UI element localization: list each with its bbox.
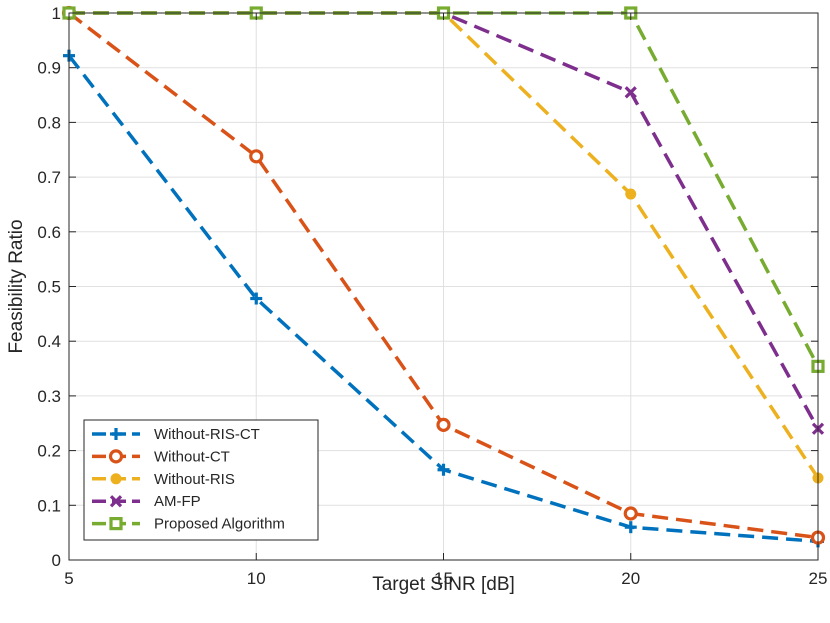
legend-box	[83, 419, 319, 541]
y-tick-label: 0.3	[37, 387, 61, 406]
marker-x-b	[109, 495, 123, 508]
legend-marker-am-fp	[109, 495, 123, 508]
legend-label-without-ris: Without-RIS	[154, 471, 235, 488]
legend-marker-proposed-algorithm	[109, 516, 123, 531]
y-tick-label: 0	[52, 551, 61, 570]
data-point-without-ris-ct	[250, 292, 263, 305]
legend-entry-without-ris-ct: Without-RIS-CT	[92, 426, 260, 443]
x-tick-label: 20	[621, 569, 640, 588]
data-point-without-ris-ct	[437, 463, 450, 476]
legend-entry-am-fp: AM-FP	[92, 493, 201, 510]
data-point-am-fp	[624, 86, 637, 99]
legend-entry-proposed-algorithm: Proposed Algorithm	[92, 516, 285, 533]
x-axis-label: Target SINR [dB]	[372, 574, 515, 595]
legend-label-am-fp: AM-FP	[154, 493, 201, 510]
legend-marker-without-ct	[108, 449, 124, 464]
y-tick-label: 0.4	[37, 332, 61, 351]
legend-entry-without-ris: Without-RIS	[92, 471, 235, 488]
y-tick-label: 0.9	[37, 59, 61, 78]
y-tick-label: 0.6	[37, 223, 61, 242]
legend-label-without-ct: Without-CT	[154, 448, 230, 465]
y-tick-label: 0.2	[37, 442, 61, 461]
x-tick-label: 10	[247, 569, 266, 588]
marker-x-b	[624, 86, 637, 99]
x-tick-label: 25	[809, 569, 828, 588]
x-tick-label: 15	[434, 569, 453, 588]
marker-square	[109, 516, 123, 531]
y-tick-label: 0.1	[37, 496, 61, 515]
marker-circle	[436, 417, 451, 432]
axis-ticks: 5 10 15 20 25 0 0.1 0.2 0.3 0.4 0.5 0.6 0.7 0.8 0.9 1	[37, 4, 827, 588]
y-tick-label: 0.7	[37, 168, 61, 187]
marker-circle	[249, 149, 264, 164]
y-tick-label: 1	[52, 4, 61, 23]
legend-marker-without-ris-ct	[110, 428, 122, 440]
legend-entry-without-ct: Without-CT	[92, 448, 230, 465]
data-point-without-ris-ct	[624, 521, 637, 534]
data-point-without-ris	[625, 188, 637, 200]
marker-dot	[625, 188, 637, 200]
marker-circle	[108, 449, 124, 464]
legend: Without-RIS-CT Without-CT Without-RIS AM-FP…	[83, 419, 319, 541]
marker-circle	[623, 506, 638, 521]
y-tick-label: 0.8	[37, 113, 61, 132]
data-point-without-ct	[249, 149, 264, 164]
data-point-without-ct	[623, 506, 638, 521]
marker-dot	[110, 473, 122, 485]
legend-marker-without-ris	[110, 473, 122, 485]
x-tick-label: 5	[64, 569, 73, 588]
legend-label-proposed-algorithm: Proposed Algorithm	[154, 516, 285, 533]
y-axis-label: Feasibility Ratio	[6, 219, 27, 353]
y-tick-label: 0.5	[37, 278, 61, 297]
legend-label-without-ris-ct: Without-RIS-CT	[154, 426, 260, 443]
data-point-without-ct	[436, 417, 451, 432]
